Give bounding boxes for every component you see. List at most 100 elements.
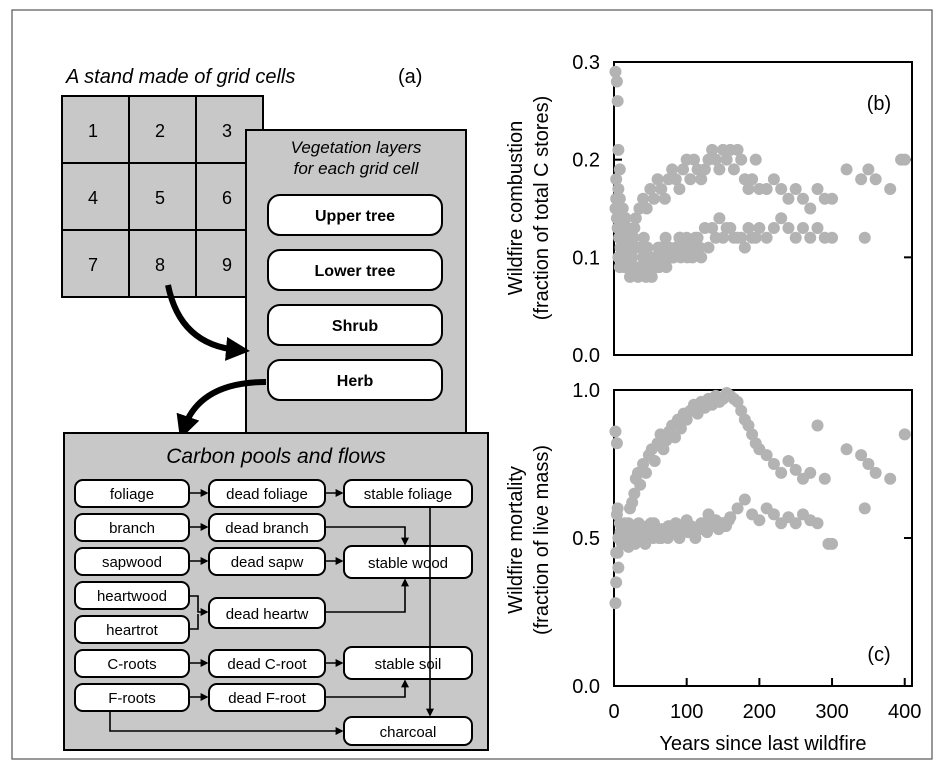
data-point xyxy=(870,467,882,479)
data-point xyxy=(713,212,725,224)
pool-stable-soil: stable soil xyxy=(375,656,442,673)
data-point xyxy=(612,144,624,156)
data-point xyxy=(713,163,725,175)
y-tick-label: 0.5 xyxy=(572,528,600,550)
data-point xyxy=(826,232,838,244)
grid-cell-6: 6 xyxy=(222,188,232,208)
data-point xyxy=(753,514,765,526)
y-tick-label: 0.0 xyxy=(572,345,600,367)
data-point xyxy=(841,443,853,455)
data-point xyxy=(797,222,809,234)
data-point xyxy=(746,173,758,185)
grid-cell-7: 7 xyxy=(88,255,98,275)
chart-b-panel-label: (b) xyxy=(867,93,891,115)
pool-dead-froot: dead F-root xyxy=(228,690,306,707)
chart-b-ylabel-line1: Wildfire combustion xyxy=(505,121,527,296)
data-point xyxy=(797,193,809,205)
chart-c-panel-label: (c) xyxy=(867,644,890,666)
pool-stable-wood: stable wood xyxy=(368,555,448,572)
data-point xyxy=(656,251,668,263)
grid-cell-4: 4 xyxy=(88,188,98,208)
y-tick-label: 0.1 xyxy=(572,247,600,269)
data-point xyxy=(899,154,911,166)
data-point xyxy=(723,514,735,526)
chart-b-ylabel-line2: (fraction of total C stores) xyxy=(531,96,553,321)
data-point xyxy=(782,193,794,205)
x-tick-label: 0 xyxy=(608,701,619,723)
data-point xyxy=(826,193,838,205)
diagram-title: A stand made of grid cells xyxy=(65,66,295,88)
data-point xyxy=(648,193,660,205)
pool-sapwood: sapwood xyxy=(102,554,162,571)
pool-dead-sapw: dead sapw xyxy=(231,554,304,571)
grid-cell-8: 8 xyxy=(155,255,165,275)
data-point xyxy=(790,183,802,195)
y-tick-label: 0.2 xyxy=(572,150,600,172)
data-point xyxy=(612,95,624,107)
data-point xyxy=(609,425,621,437)
data-point xyxy=(735,154,747,166)
grid-cell-5: 5 xyxy=(155,188,165,208)
data-point xyxy=(721,222,733,234)
pool-dead-branch: dead branch xyxy=(225,520,308,537)
data-point xyxy=(768,222,780,234)
y-tick-label: 0.0 xyxy=(572,676,600,698)
layers-title-line1: Vegetation layers xyxy=(291,138,422,157)
chart-b: 0.0 0.1 0.2 0.3 (b) Wildfire combustion (fr… xyxy=(505,52,912,367)
data-point xyxy=(859,502,871,514)
grid-cell-1: 1 xyxy=(88,121,98,141)
grid-cell-9: 9 xyxy=(222,255,232,275)
data-point xyxy=(790,232,802,244)
x-tick-label: 100 xyxy=(670,701,703,723)
data-point xyxy=(804,467,816,479)
pool-heartwood: heartwood xyxy=(97,588,167,605)
carbon-title: Carbon pools and flows xyxy=(166,445,386,468)
data-point xyxy=(611,76,623,88)
data-point xyxy=(812,183,824,195)
data-point xyxy=(692,232,704,244)
pool-charcoal: charcoal xyxy=(380,724,437,741)
data-point xyxy=(884,473,896,485)
data-point xyxy=(735,232,747,244)
data-point xyxy=(659,193,671,205)
data-point xyxy=(884,183,896,195)
data-point xyxy=(706,222,718,234)
data-point xyxy=(812,517,824,529)
data-point xyxy=(819,473,831,485)
layer-lower-tree: Lower tree xyxy=(315,263,396,280)
data-point xyxy=(750,232,762,244)
data-point xyxy=(684,173,696,185)
data-point xyxy=(611,508,623,520)
data-point xyxy=(782,222,794,234)
y-tick-label: 0.3 xyxy=(572,52,600,74)
data-point xyxy=(742,222,754,234)
layer-shrub: Shrub xyxy=(332,318,378,335)
data-point xyxy=(855,173,867,185)
chart-c-points xyxy=(609,387,910,609)
data-point xyxy=(761,232,773,244)
pool-branch: branch xyxy=(109,520,155,537)
carbon-pools-box: Carbon pools and flows foliage branch sa… xyxy=(64,433,488,750)
data-point xyxy=(775,467,787,479)
x-tick-label: 300 xyxy=(815,701,848,723)
panel-a-diagram: A stand made of grid cells (a) 1 2 3 4 5… xyxy=(62,66,488,750)
data-point xyxy=(609,597,621,609)
data-point xyxy=(612,562,624,574)
diagram-panel-label: (a) xyxy=(398,66,422,88)
data-point xyxy=(870,173,882,185)
data-point xyxy=(750,154,762,166)
grid-cell-2: 2 xyxy=(155,121,165,141)
pool-croots: C-roots xyxy=(107,656,156,673)
pool-froots: F-roots xyxy=(108,690,156,707)
data-point xyxy=(649,455,661,467)
data-point xyxy=(862,163,874,175)
data-point xyxy=(685,242,697,254)
y-tick-label: 1.0 xyxy=(572,380,600,402)
data-point xyxy=(804,232,816,244)
data-point xyxy=(775,212,787,224)
x-tick-label: 400 xyxy=(888,701,921,723)
pool-stable-foliage: stable foliage xyxy=(364,486,452,503)
layer-upper-tree: Upper tree xyxy=(315,208,395,225)
stand-grid: 1 2 3 4 5 6 7 8 9 xyxy=(62,96,263,297)
chart-c-ylabel-line2: (fraction of live mass) xyxy=(531,445,553,635)
